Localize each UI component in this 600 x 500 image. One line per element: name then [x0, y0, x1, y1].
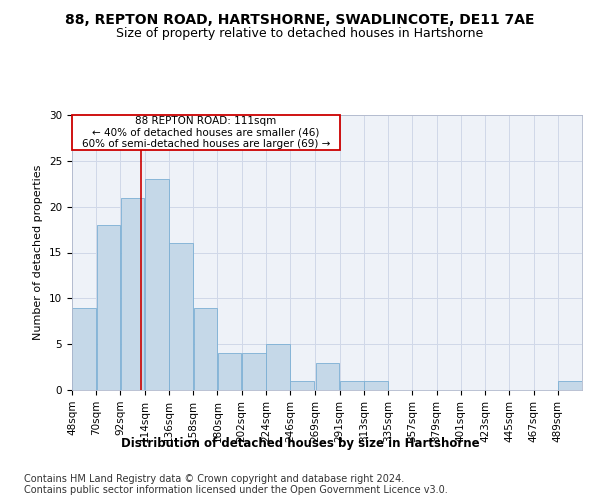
Bar	[218, 354, 241, 390]
Bar	[364, 381, 388, 390]
Bar	[121, 198, 145, 390]
Bar	[145, 179, 169, 390]
Text: Size of property relative to detached houses in Hartshorne: Size of property relative to detached ho…	[116, 28, 484, 40]
Y-axis label: Number of detached properties: Number of detached properties	[34, 165, 43, 340]
Text: 60% of semi-detached houses are larger (69) →: 60% of semi-detached houses are larger (…	[82, 138, 330, 148]
Bar	[266, 344, 290, 390]
Bar	[242, 354, 266, 390]
Text: 88, REPTON ROAD, HARTSHORNE, SWADLINCOTE, DE11 7AE: 88, REPTON ROAD, HARTSHORNE, SWADLINCOTE…	[65, 12, 535, 26]
Bar	[290, 381, 314, 390]
Bar	[340, 381, 364, 390]
Bar	[97, 225, 120, 390]
Text: 88 REPTON ROAD: 111sqm: 88 REPTON ROAD: 111sqm	[135, 116, 277, 126]
Text: Contains HM Land Registry data © Crown copyright and database right 2024.: Contains HM Land Registry data © Crown c…	[24, 474, 404, 484]
Text: ← 40% of detached houses are smaller (46): ← 40% of detached houses are smaller (46…	[92, 128, 320, 138]
Bar	[194, 308, 217, 390]
Text: Contains public sector information licensed under the Open Government Licence v3: Contains public sector information licen…	[24, 485, 448, 495]
Bar	[169, 244, 193, 390]
Bar	[73, 308, 96, 390]
Text: Distribution of detached houses by size in Hartshorne: Distribution of detached houses by size …	[121, 438, 479, 450]
Bar	[316, 362, 340, 390]
Bar	[558, 381, 581, 390]
Bar	[72, 115, 340, 150]
